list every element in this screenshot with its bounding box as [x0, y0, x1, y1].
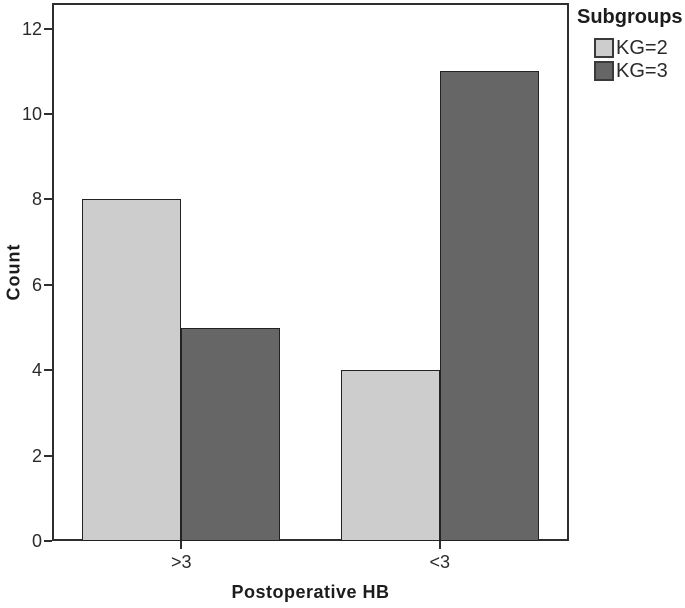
y-tick-mark: [44, 454, 52, 457]
y-tick-label: 8: [31, 189, 42, 210]
y-tick-mark: [44, 540, 52, 542]
y-axis-title: Count: [3, 243, 24, 301]
y-tick-mark: [44, 198, 52, 201]
bar-lt3-kg3: [439, 71, 539, 541]
x-tick-mark: [438, 541, 441, 549]
bar-gt3-kg3: [181, 327, 281, 541]
legend-label-kg3: KG=3: [616, 60, 668, 82]
x-axis-title: Postoperative HB: [231, 582, 390, 602]
legend-title: Subgroups: [577, 6, 683, 28]
legend-entries: KG=2 KG=3: [577, 38, 685, 81]
legend-swatch-kg3: [594, 61, 614, 81]
y-tick-label: 0: [31, 531, 42, 551]
y-tick-label: 6: [31, 274, 42, 295]
y-tick-label: 2: [31, 445, 42, 466]
bar-gt3-kg2: [82, 199, 182, 541]
y-tick-mark: [44, 27, 52, 30]
y-tick-mark: [44, 283, 52, 286]
legend-entry-kg3: KG=3: [594, 61, 685, 81]
legend-swatch-kg2: [594, 38, 614, 58]
bar-lt3-kg2: [340, 370, 440, 541]
legend-label-kg2: KG=2: [616, 37, 668, 59]
legend: Subgroups KG=2 KG=3: [577, 6, 685, 84]
y-tick-mark: [44, 369, 52, 372]
y-tick-mark: [44, 113, 52, 116]
y-tick-label: 10: [21, 104, 42, 125]
legend-entry-kg2: KG=2: [594, 38, 685, 58]
y-tick-label: 12: [21, 18, 42, 39]
x-category-label: >3: [170, 552, 192, 572]
x-category-label: <3: [429, 552, 451, 572]
y-tick-label: 4: [31, 360, 42, 381]
x-tick-mark: [180, 541, 183, 549]
